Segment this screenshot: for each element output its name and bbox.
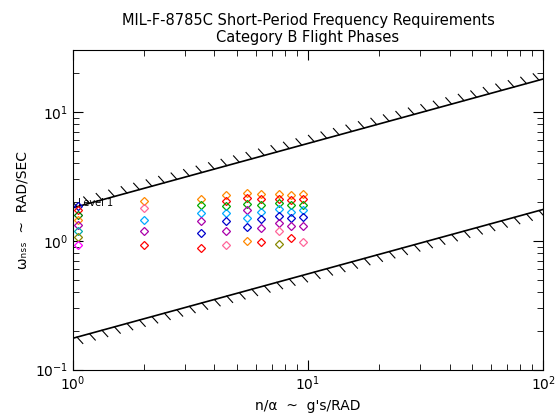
Title: MIL-F-8785C Short-Period Frequency Requirements
Category B Flight Phases: MIL-F-8785C Short-Period Frequency Requi… bbox=[122, 13, 494, 45]
Text: Level 1: Level 1 bbox=[78, 198, 113, 208]
Y-axis label: ωₙₛₛ  ~  RAD/SEC: ωₙₛₛ ~ RAD/SEC bbox=[15, 151, 29, 269]
X-axis label: n/α  ~  g's/RAD: n/α ~ g's/RAD bbox=[255, 399, 361, 412]
